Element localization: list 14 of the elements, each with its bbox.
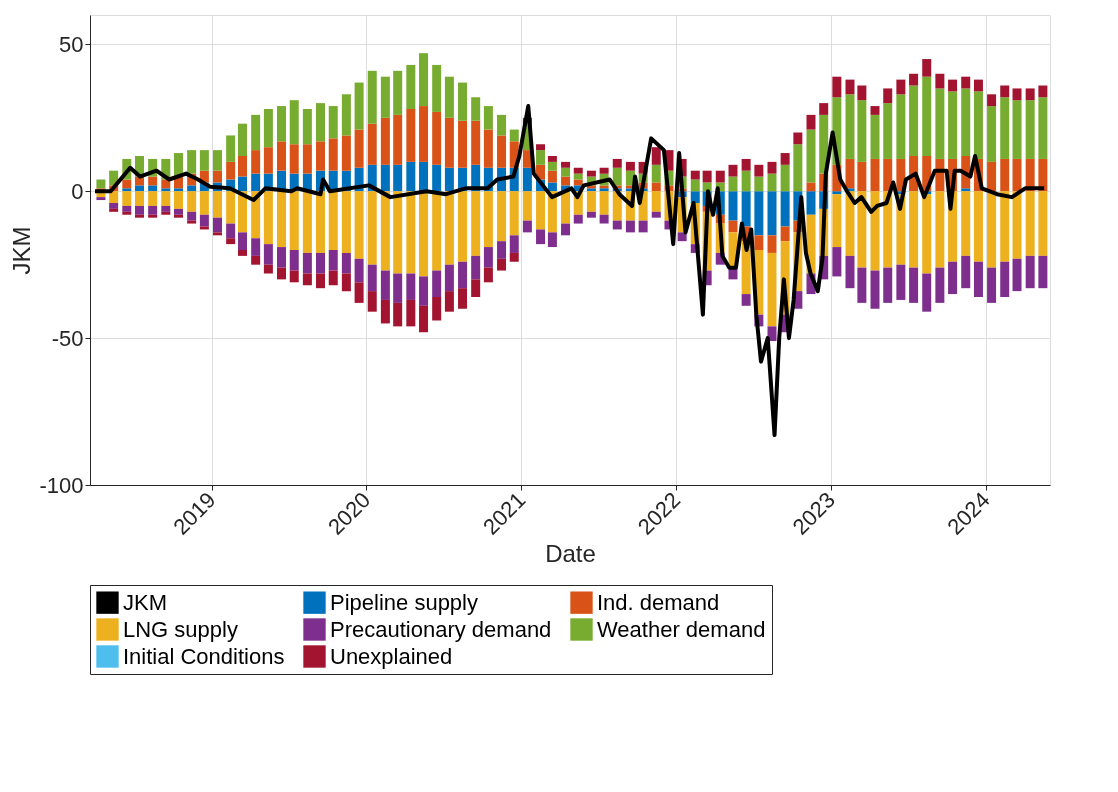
y-tick-label: -50 [51,325,84,351]
legend-label: Precautionary demand [330,616,552,642]
legend-label: Initial Conditions [123,643,285,669]
x-axis-title: Date [545,539,596,567]
legend-label: Ind. demand [597,589,720,615]
y-axis-title: JKM [8,226,36,275]
legend-label: JKM [123,589,167,615]
legend-label: Unexplained [330,643,453,669]
y-tick-label: 0 [71,178,84,204]
y-tick-label: 50 [59,31,84,57]
y-tick-label: -100 [39,472,84,498]
legend-label: LNG supply [123,616,238,642]
legend-label: Pipeline supply [330,589,478,615]
legend-label: Weather demand [597,616,766,642]
